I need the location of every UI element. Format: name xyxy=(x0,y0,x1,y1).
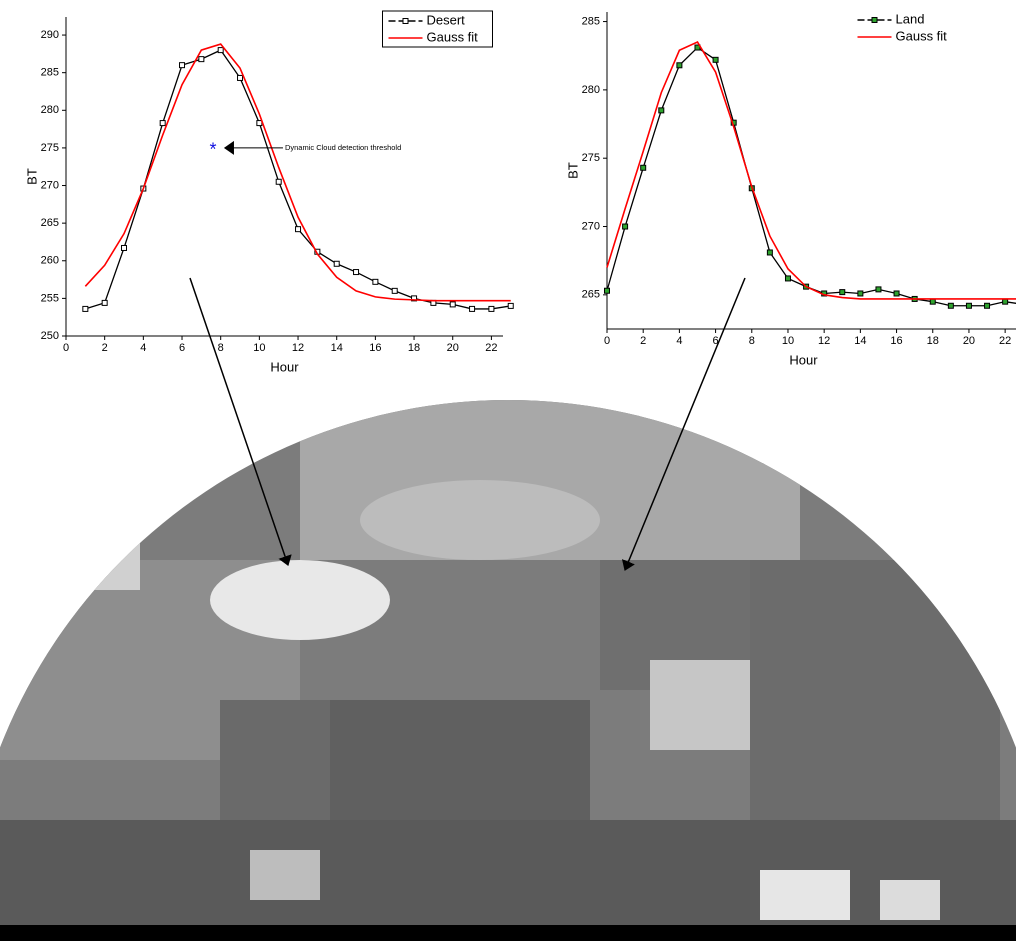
data-point xyxy=(180,63,185,68)
data-point xyxy=(605,288,610,293)
chart: 0 2 4 6 8 10 12 14 16 18 20 22 250 255 260 265 270 275 280… xyxy=(24,11,513,374)
data-point xyxy=(876,287,881,292)
x-tick-label: 22 xyxy=(999,335,1011,347)
data-point xyxy=(623,224,628,229)
y-axis-label: BT xyxy=(565,162,580,179)
y-tick-label: 285 xyxy=(41,67,59,79)
y-tick-label: 275 xyxy=(582,152,600,164)
data-point xyxy=(894,291,899,296)
x-tick-label: 14 xyxy=(854,335,866,347)
data-point xyxy=(508,303,513,308)
x-tick-label: 20 xyxy=(447,342,459,354)
annotation-marker: * xyxy=(209,140,216,160)
y-tick-label: 280 xyxy=(582,84,600,96)
page: 0246810121416182022250255260265270275280… xyxy=(0,0,1016,941)
x-tick-label: 4 xyxy=(140,342,146,354)
y-tick-label: 265 xyxy=(582,289,600,301)
x-tick-label: 10 xyxy=(253,342,265,354)
axis-frame xyxy=(607,12,1016,329)
y-tick-label: 270 xyxy=(582,220,600,232)
x-tick-label: 2 xyxy=(640,335,646,347)
data-point xyxy=(930,299,935,304)
x-tick-label: 12 xyxy=(292,342,304,354)
data-point xyxy=(985,303,990,308)
series-line xyxy=(607,42,1016,299)
data-point xyxy=(858,291,863,296)
y-tick-label: 250 xyxy=(41,330,59,342)
legend-label: Gauss fit xyxy=(896,28,948,43)
x-tick-label: 0 xyxy=(604,335,610,347)
x-tick-label: 0 xyxy=(63,342,69,354)
data-point xyxy=(489,306,494,311)
data-point xyxy=(392,288,397,293)
y-tick-label: 260 xyxy=(41,255,59,267)
x-tick-label: 20 xyxy=(963,335,975,347)
legend-label: Gauss fit xyxy=(427,29,479,44)
data-point xyxy=(1003,299,1008,304)
series-line xyxy=(85,44,510,301)
x-tick-label: 8 xyxy=(749,335,755,347)
data-point xyxy=(785,276,790,281)
y-tick-label: 265 xyxy=(41,217,59,229)
data-point xyxy=(334,261,339,266)
data-point xyxy=(296,227,301,232)
data-point xyxy=(238,75,243,80)
x-tick-label: 8 xyxy=(218,342,224,354)
data-point xyxy=(713,57,718,62)
x-tick-label: 12 xyxy=(818,335,830,347)
x-axis-label: Hour xyxy=(270,359,299,374)
axis-frame xyxy=(66,17,503,336)
series-line xyxy=(85,50,510,309)
data-point xyxy=(966,303,971,308)
y-tick-label: 285 xyxy=(582,15,600,27)
data-point xyxy=(122,245,127,250)
data-point xyxy=(470,306,475,311)
legend-marker xyxy=(872,18,877,23)
data-point xyxy=(199,57,204,62)
legend-label: Land xyxy=(896,11,925,26)
data-point xyxy=(102,300,107,305)
y-tick-label: 275 xyxy=(41,142,59,154)
data-point xyxy=(276,179,281,184)
y-tick-label: 280 xyxy=(41,104,59,116)
data-point xyxy=(160,121,165,126)
x-axis-label: Hour xyxy=(789,352,818,367)
data-point xyxy=(677,63,682,68)
data-point xyxy=(354,270,359,275)
satellite-image xyxy=(0,390,1016,941)
x-tick-label: 16 xyxy=(369,342,381,354)
x-tick-label: 18 xyxy=(408,342,420,354)
data-point xyxy=(257,121,262,126)
x-tick-label: 4 xyxy=(676,335,682,347)
x-tick-label: 22 xyxy=(485,342,497,354)
data-point xyxy=(659,108,664,113)
x-tick-label: 16 xyxy=(890,335,902,347)
annotation-text: Dynamic Cloud detection threshold xyxy=(285,143,401,152)
x-tick-label: 10 xyxy=(782,335,794,347)
data-point xyxy=(83,306,88,311)
data-point xyxy=(840,290,845,295)
data-point xyxy=(948,303,953,308)
chart: 0 2 4 6 8 10 12 14 16 18 20 22 265 270 275 280 285 Hour BT… xyxy=(565,11,1016,367)
data-point xyxy=(218,48,223,53)
legend-label: Desert xyxy=(427,12,466,27)
series-line xyxy=(607,48,1016,306)
y-tick-label: 270 xyxy=(41,179,59,191)
x-tick-label: 2 xyxy=(102,342,108,354)
data-point xyxy=(373,279,378,284)
data-point xyxy=(641,165,646,170)
x-tick-label: 6 xyxy=(713,335,719,347)
figure: 0246810121416182022250255260265270275280… xyxy=(0,0,1016,941)
legend-marker xyxy=(403,19,408,24)
x-tick-label: 6 xyxy=(179,342,185,354)
data-point xyxy=(450,302,455,307)
y-tick-label: 255 xyxy=(41,292,59,304)
x-tick-label: 18 xyxy=(927,335,939,347)
y-axis-label: BT xyxy=(24,168,39,185)
x-tick-label: 14 xyxy=(331,342,343,354)
y-tick-label: 290 xyxy=(41,29,59,41)
data-point xyxy=(767,250,772,255)
